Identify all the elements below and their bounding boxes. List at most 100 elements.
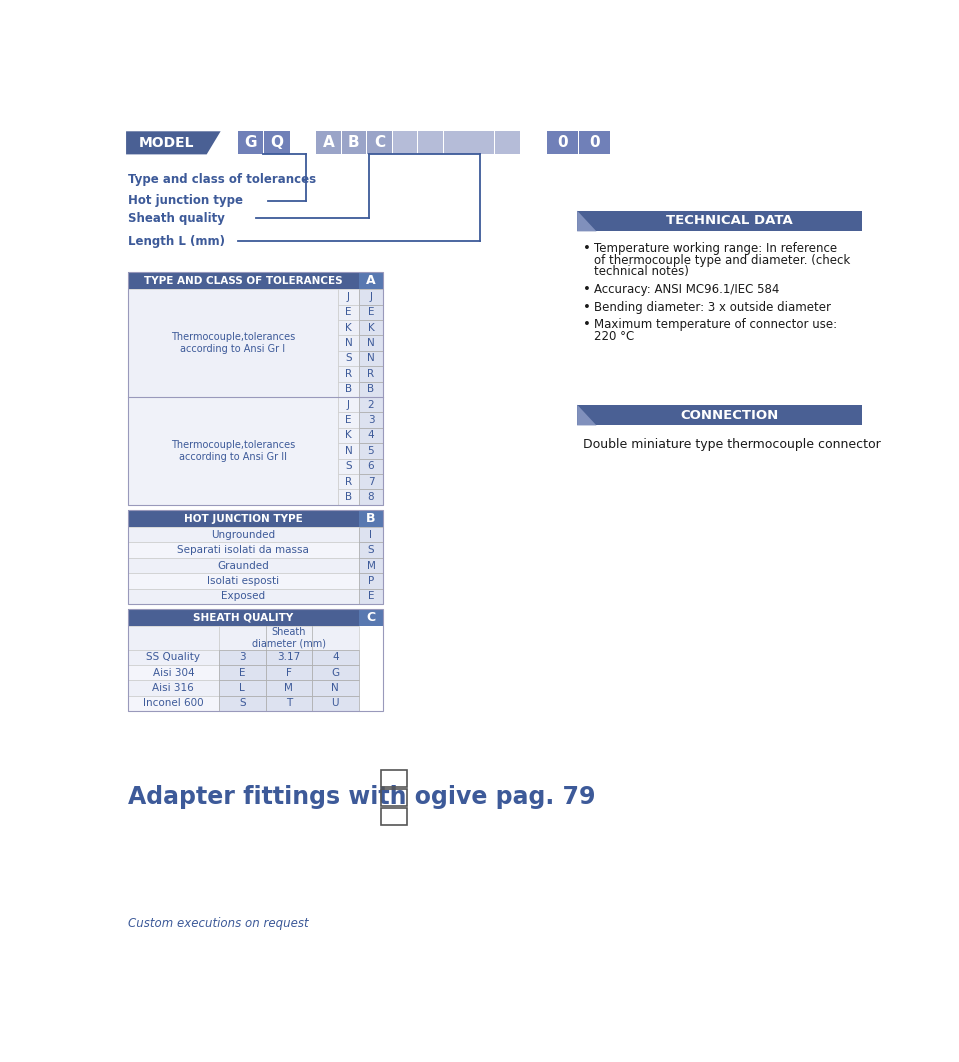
Bar <box>128 272 359 289</box>
Bar <box>359 336 384 350</box>
Bar <box>359 350 384 366</box>
Bar <box>219 696 266 712</box>
Bar <box>359 573 384 588</box>
Bar <box>339 443 359 459</box>
Text: P: P <box>368 576 374 586</box>
Bar <box>339 397 359 412</box>
Text: SS Quality: SS Quality <box>147 652 200 663</box>
Text: N: N <box>332 683 339 693</box>
Bar <box>359 510 384 527</box>
Text: F: F <box>286 668 292 678</box>
Bar <box>128 650 219 665</box>
Text: •: • <box>583 319 591 331</box>
Bar <box>128 610 384 712</box>
Text: Aisi 304: Aisi 304 <box>152 668 194 678</box>
Bar <box>266 696 312 712</box>
Bar <box>359 558 384 573</box>
Text: M: M <box>285 683 293 693</box>
Text: Double miniature type thermocouple connector: Double miniature type thermocouple conne… <box>583 438 881 450</box>
Text: •: • <box>583 301 591 313</box>
Bar <box>339 336 359 350</box>
Bar <box>359 428 384 443</box>
Text: G: G <box>245 135 257 151</box>
Text: N: N <box>344 446 352 456</box>
Text: B: B <box>367 384 375 394</box>
Polygon shape <box>577 210 596 232</box>
Bar <box>359 443 384 459</box>
Text: 0: 0 <box>557 135 568 151</box>
Text: U: U <box>332 699 339 708</box>
Text: Q: Q <box>270 135 283 151</box>
Bar <box>266 681 312 696</box>
Bar <box>359 320 384 336</box>
Text: B: B <box>345 492 352 502</box>
Text: CONNECTION: CONNECTION <box>680 409 778 422</box>
Bar <box>339 474 359 490</box>
Bar <box>219 650 266 665</box>
Text: S: S <box>345 354 352 363</box>
Text: J: J <box>347 292 350 302</box>
Text: 5: 5 <box>367 446 374 456</box>
Bar <box>128 543 359 558</box>
Text: 0: 0 <box>589 135 599 151</box>
Bar <box>339 428 359 443</box>
Bar <box>381 789 408 806</box>
Text: M: M <box>366 561 375 570</box>
Bar <box>128 397 339 504</box>
Text: R: R <box>345 477 352 486</box>
Bar <box>312 665 359 681</box>
Text: S: S <box>367 545 374 555</box>
Text: R: R <box>345 369 352 379</box>
Bar <box>312 696 359 712</box>
Text: E: E <box>367 592 374 601</box>
Text: I: I <box>369 530 372 539</box>
Text: Sheath quality: Sheath quality <box>128 211 224 225</box>
Text: Separati isolati da massa: Separati isolati da massa <box>177 545 309 555</box>
Polygon shape <box>577 405 596 426</box>
Bar <box>128 272 384 504</box>
Text: 3.17: 3.17 <box>277 652 300 663</box>
Text: K: K <box>345 430 352 441</box>
Bar <box>312 681 359 696</box>
Text: E: E <box>239 668 246 678</box>
Bar <box>219 665 266 681</box>
Bar <box>359 366 384 381</box>
Text: G: G <box>331 668 339 678</box>
Bar <box>128 573 359 588</box>
Bar <box>312 650 359 665</box>
Text: SHEATH QUALITY: SHEATH QUALITY <box>193 613 293 623</box>
Text: TYPE AND CLASS OF TOLERANCES: TYPE AND CLASS OF TOLERANCES <box>144 276 342 286</box>
Text: B: B <box>345 384 352 394</box>
Text: 6: 6 <box>367 461 374 472</box>
Bar <box>128 610 359 627</box>
Text: Sheath
diameter (mm): Sheath diameter (mm) <box>252 628 326 649</box>
Text: S: S <box>239 699 246 708</box>
Bar <box>339 289 359 305</box>
Text: E: E <box>345 415 352 425</box>
Bar <box>359 588 384 604</box>
Text: Isolati esposti: Isolati esposti <box>207 576 279 586</box>
Bar <box>339 412 359 428</box>
Text: TECHNICAL DATA: TECHNICAL DATA <box>666 215 792 227</box>
Bar <box>264 132 290 154</box>
Bar <box>381 770 408 787</box>
Bar <box>381 808 408 825</box>
Bar <box>577 210 862 232</box>
Text: B: B <box>348 135 360 151</box>
Text: N: N <box>344 338 352 348</box>
Text: technical notes): technical notes) <box>595 266 690 278</box>
Text: Exposed: Exposed <box>221 592 265 601</box>
Bar <box>367 132 392 154</box>
Bar <box>316 132 340 154</box>
Bar <box>359 381 384 397</box>
Bar <box>128 696 219 712</box>
Text: J: J <box>369 292 372 302</box>
Text: Ungrounded: Ungrounded <box>211 530 275 539</box>
Text: E: E <box>345 307 352 318</box>
Text: Aisi 316: Aisi 316 <box>152 683 195 693</box>
Text: N: N <box>367 354 375 363</box>
Text: HOT JUNCTION TYPE: HOT JUNCTION TYPE <box>184 514 302 524</box>
Bar <box>359 459 384 474</box>
Text: 220 °C: 220 °C <box>595 330 635 343</box>
Bar <box>547 132 578 154</box>
